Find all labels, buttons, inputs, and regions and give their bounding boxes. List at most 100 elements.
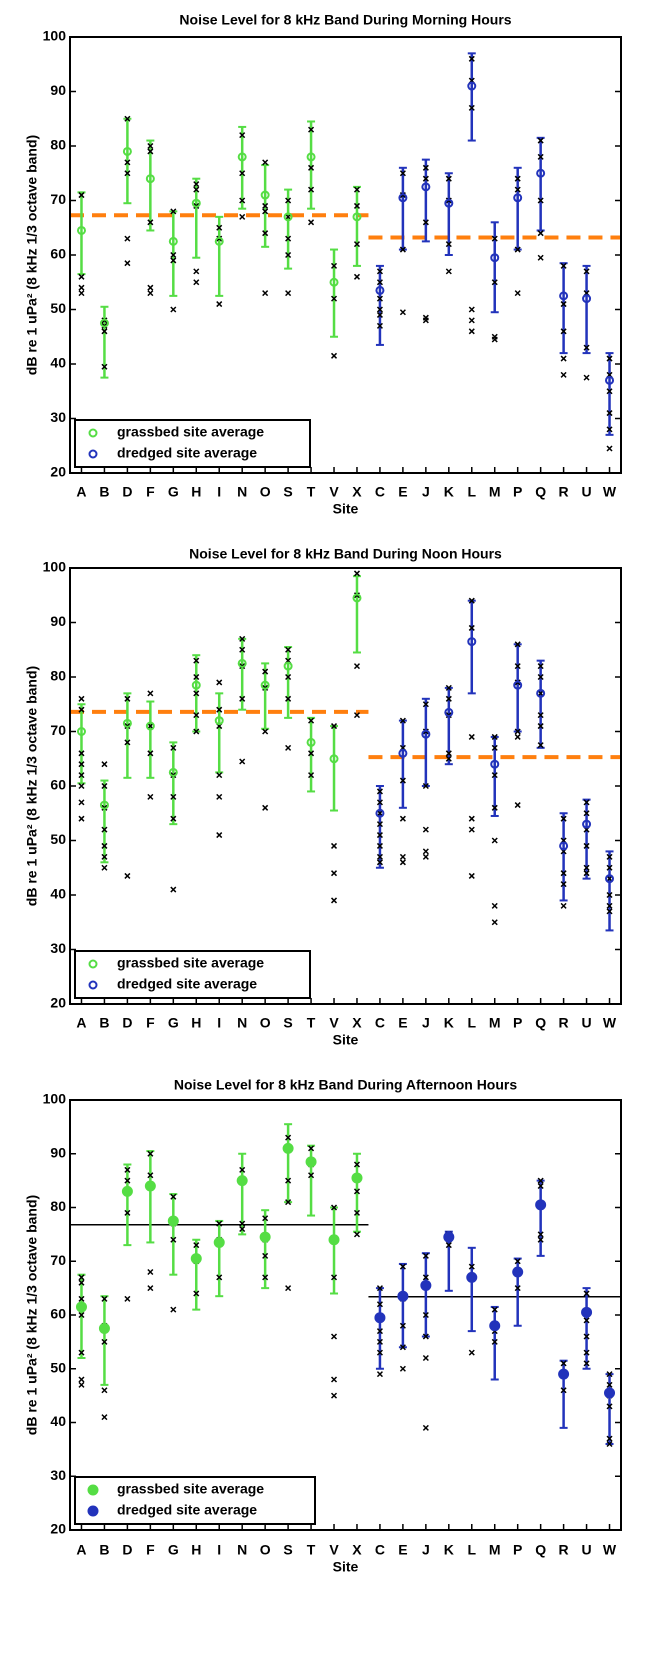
sample-point — [170, 1236, 177, 1243]
sample-point — [399, 859, 406, 866]
legend-box — [74, 419, 311, 468]
sample-point — [560, 355, 567, 362]
x-tick-label: O — [260, 1015, 271, 1031]
x-tick-label: T — [307, 1542, 316, 1558]
sample-point — [239, 1220, 246, 1227]
sample-point — [193, 690, 200, 697]
sample-point — [330, 1392, 338, 1399]
sample-point — [537, 230, 544, 237]
sample-point — [216, 301, 223, 308]
sample-point — [376, 279, 383, 286]
y-tick-label: 20 — [50, 995, 66, 1011]
sample-point — [262, 230, 269, 237]
sample-point — [445, 241, 452, 248]
mean-point — [467, 81, 477, 91]
mean-point — [305, 1156, 317, 1168]
mean-point — [444, 707, 454, 717]
sample-point — [239, 132, 246, 139]
mean-point — [76, 225, 86, 235]
sample-point — [101, 1338, 108, 1345]
sample-point — [491, 1306, 498, 1313]
sample-point — [78, 1376, 85, 1383]
sample-point — [583, 1360, 590, 1367]
chart-morning: Noise Level for 8 kHz Band During Mornin… — [0, 0, 661, 545]
sample-point — [606, 891, 613, 899]
sample-point — [422, 1274, 429, 1281]
sample-point — [330, 1274, 338, 1281]
x-tick-label: R — [559, 1542, 569, 1558]
x-tick-label: E — [398, 1015, 407, 1031]
mean-point — [190, 1253, 202, 1265]
sample-point — [308, 1145, 315, 1152]
mean-point — [443, 1231, 455, 1243]
sample-point — [262, 1215, 269, 1222]
mean-point — [75, 1301, 87, 1313]
sample-point — [285, 197, 292, 204]
sample-point — [491, 235, 498, 242]
sample-point — [170, 251, 177, 259]
y-axis-label: dB re 1 uPa² (8 kHz 1/3 octave band) — [24, 1195, 40, 1435]
y-tick-label: 100 — [43, 28, 67, 44]
sample-point — [353, 1188, 361, 1195]
sample-point — [399, 1322, 406, 1329]
sample-point — [468, 1349, 475, 1356]
sample-point — [560, 262, 567, 269]
sample-point — [514, 1285, 521, 1292]
sample-point — [560, 870, 567, 877]
sample-point — [193, 728, 200, 735]
sample-point — [170, 793, 177, 800]
sample-point — [376, 810, 383, 817]
sample-point — [124, 739, 131, 746]
y-tick-label: 70 — [50, 722, 66, 738]
sample-point — [560, 902, 567, 909]
sample-point — [399, 777, 406, 784]
sample-point — [445, 268, 452, 275]
sample-point — [583, 1317, 590, 1324]
sample-point — [285, 1199, 292, 1206]
sample-point — [285, 1134, 292, 1141]
mean-point — [559, 291, 569, 301]
sample-point — [491, 919, 498, 926]
y-tick-label: 60 — [50, 777, 66, 793]
mean-point — [605, 375, 615, 385]
sample-point — [514, 728, 521, 735]
sample-point — [422, 1333, 429, 1340]
sample-point — [124, 170, 131, 177]
x-tick-label: A — [76, 484, 86, 500]
sample-point — [514, 733, 521, 740]
x-tick-label: U — [582, 1542, 592, 1558]
sample-point — [376, 311, 383, 318]
sample-point — [445, 1242, 452, 1249]
legend-marker — [88, 449, 98, 459]
mean-point — [329, 277, 339, 287]
sample-point — [353, 712, 361, 719]
x-tick-label: N — [237, 1542, 247, 1558]
mean-point — [536, 168, 546, 178]
sample-point — [78, 815, 85, 822]
sample-point — [468, 733, 475, 740]
x-tick-label: L — [467, 1542, 476, 1558]
mean-point — [352, 212, 362, 222]
sample-point — [537, 673, 544, 681]
sample-point — [78, 192, 85, 199]
sample-point — [308, 717, 315, 724]
sample-point — [216, 1274, 223, 1281]
sample-point — [170, 1306, 177, 1313]
y-tick-label: 80 — [50, 668, 66, 684]
sample-point — [376, 821, 383, 828]
sample-point — [491, 804, 498, 811]
sample-point — [308, 186, 315, 193]
sample-point — [101, 782, 108, 790]
y-tick-label: 100 — [43, 559, 67, 575]
sample-point — [193, 186, 200, 193]
sample-point — [468, 597, 475, 604]
sample-point — [399, 1263, 406, 1270]
mean-point — [536, 688, 546, 698]
sample-point — [422, 1354, 429, 1362]
y-tick-label: 60 — [50, 246, 66, 262]
sample-point — [353, 202, 361, 209]
y-tick-label: 70 — [50, 191, 66, 207]
afternoon-chart-svg: Noise Level for 8 kHz Band During Aftern… — [24, 1077, 622, 1575]
sample-point — [285, 235, 292, 242]
sample-point — [606, 445, 613, 452]
